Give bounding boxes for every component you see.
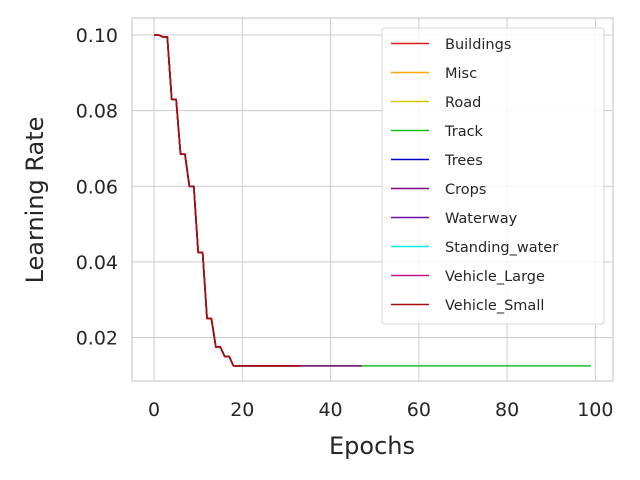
legend: Buildings Misc Road Track Trees Crops Waterway…: [381, 27, 605, 325]
legend-label: Road: [445, 95, 481, 111]
x-tick-label: 40: [318, 399, 342, 421]
y-tick-label: 0.06: [76, 176, 118, 198]
legend-label: Misc: [445, 66, 477, 82]
x-tick-label: 20: [230, 399, 254, 421]
legend-label: Trees: [444, 153, 483, 169]
plot-frame: [131, 17, 614, 382]
y-tick-label: 0.04: [76, 252, 118, 274]
x-tick-label: 100: [577, 399, 613, 421]
series-line-vehicle-small: [154, 34, 300, 367]
legend-label: Waterway: [445, 211, 518, 227]
legend-box: [381, 27, 605, 325]
legend-label: Track: [444, 124, 484, 140]
legend-label: Crops: [445, 182, 486, 198]
x-axis-label: Epochs: [329, 432, 415, 460]
y-tick-label: 0.02: [76, 328, 118, 350]
x-tick-label: 60: [407, 399, 431, 421]
legend-label: Vehicle_Large: [445, 269, 545, 285]
y-tick-labels: 0.02 0.04 0.06 0.08 0.10: [76, 25, 118, 350]
y-axis-label: Learning Rate: [21, 117, 49, 284]
legend-label: Vehicle_Small: [445, 298, 544, 314]
legend-label: Standing_water: [445, 240, 558, 256]
x-tick-label: 80: [495, 399, 519, 421]
x-tick-label: 0: [148, 399, 160, 421]
y-tick-label: 0.08: [76, 101, 118, 123]
y-tick-label: 0.10: [76, 25, 118, 47]
x-tick-labels: 0 20 40 60 80 100: [148, 399, 613, 421]
legend-label: Buildings: [445, 37, 511, 53]
series-lines: [154, 34, 591, 367]
